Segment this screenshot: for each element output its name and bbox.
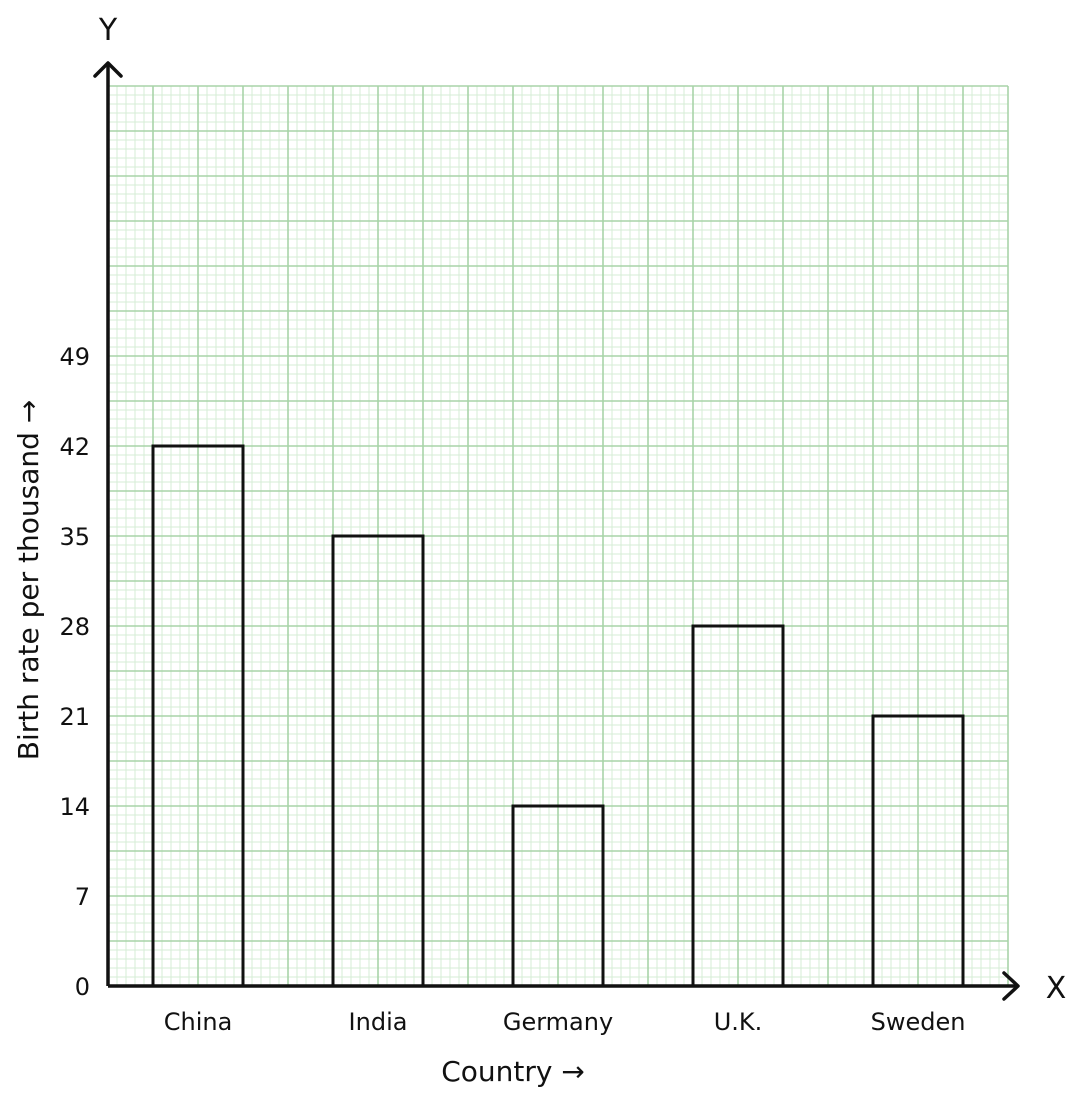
x-tick-label: Germany <box>503 1008 613 1036</box>
x-axis-arrowhead <box>1002 971 1020 1001</box>
y-tick-label: 35 <box>59 523 90 551</box>
y-tick-label: 49 <box>59 343 90 371</box>
y-tick-label: 0 <box>75 973 90 1001</box>
y-tick-label: 14 <box>59 793 90 821</box>
y-tick-label: 42 <box>59 433 90 461</box>
y-axis-arrowhead <box>93 61 123 78</box>
y-tick-label: 7 <box>75 883 90 911</box>
y-tick-labels: 0 7 14 21 28 35 42 49 <box>59 343 90 1001</box>
x-category-labels: China India Germany U.K. Sweden <box>164 1008 966 1036</box>
x-tick-label: U.K. <box>714 1008 763 1036</box>
y-tick-label: 21 <box>59 703 90 731</box>
y-axis-letter: Y <box>98 13 118 48</box>
x-axis-letter: X <box>1046 971 1067 1006</box>
y-tick-label: 28 <box>59 613 90 641</box>
x-tick-label: China <box>164 1008 233 1036</box>
x-tick-label: India <box>349 1008 408 1036</box>
x-tick-label: Sweden <box>871 1008 966 1036</box>
axes-group <box>93 61 1020 1001</box>
y-axis-title: Birth rate per thousand → <box>12 400 45 761</box>
x-axis-title: Country → <box>441 1055 585 1088</box>
